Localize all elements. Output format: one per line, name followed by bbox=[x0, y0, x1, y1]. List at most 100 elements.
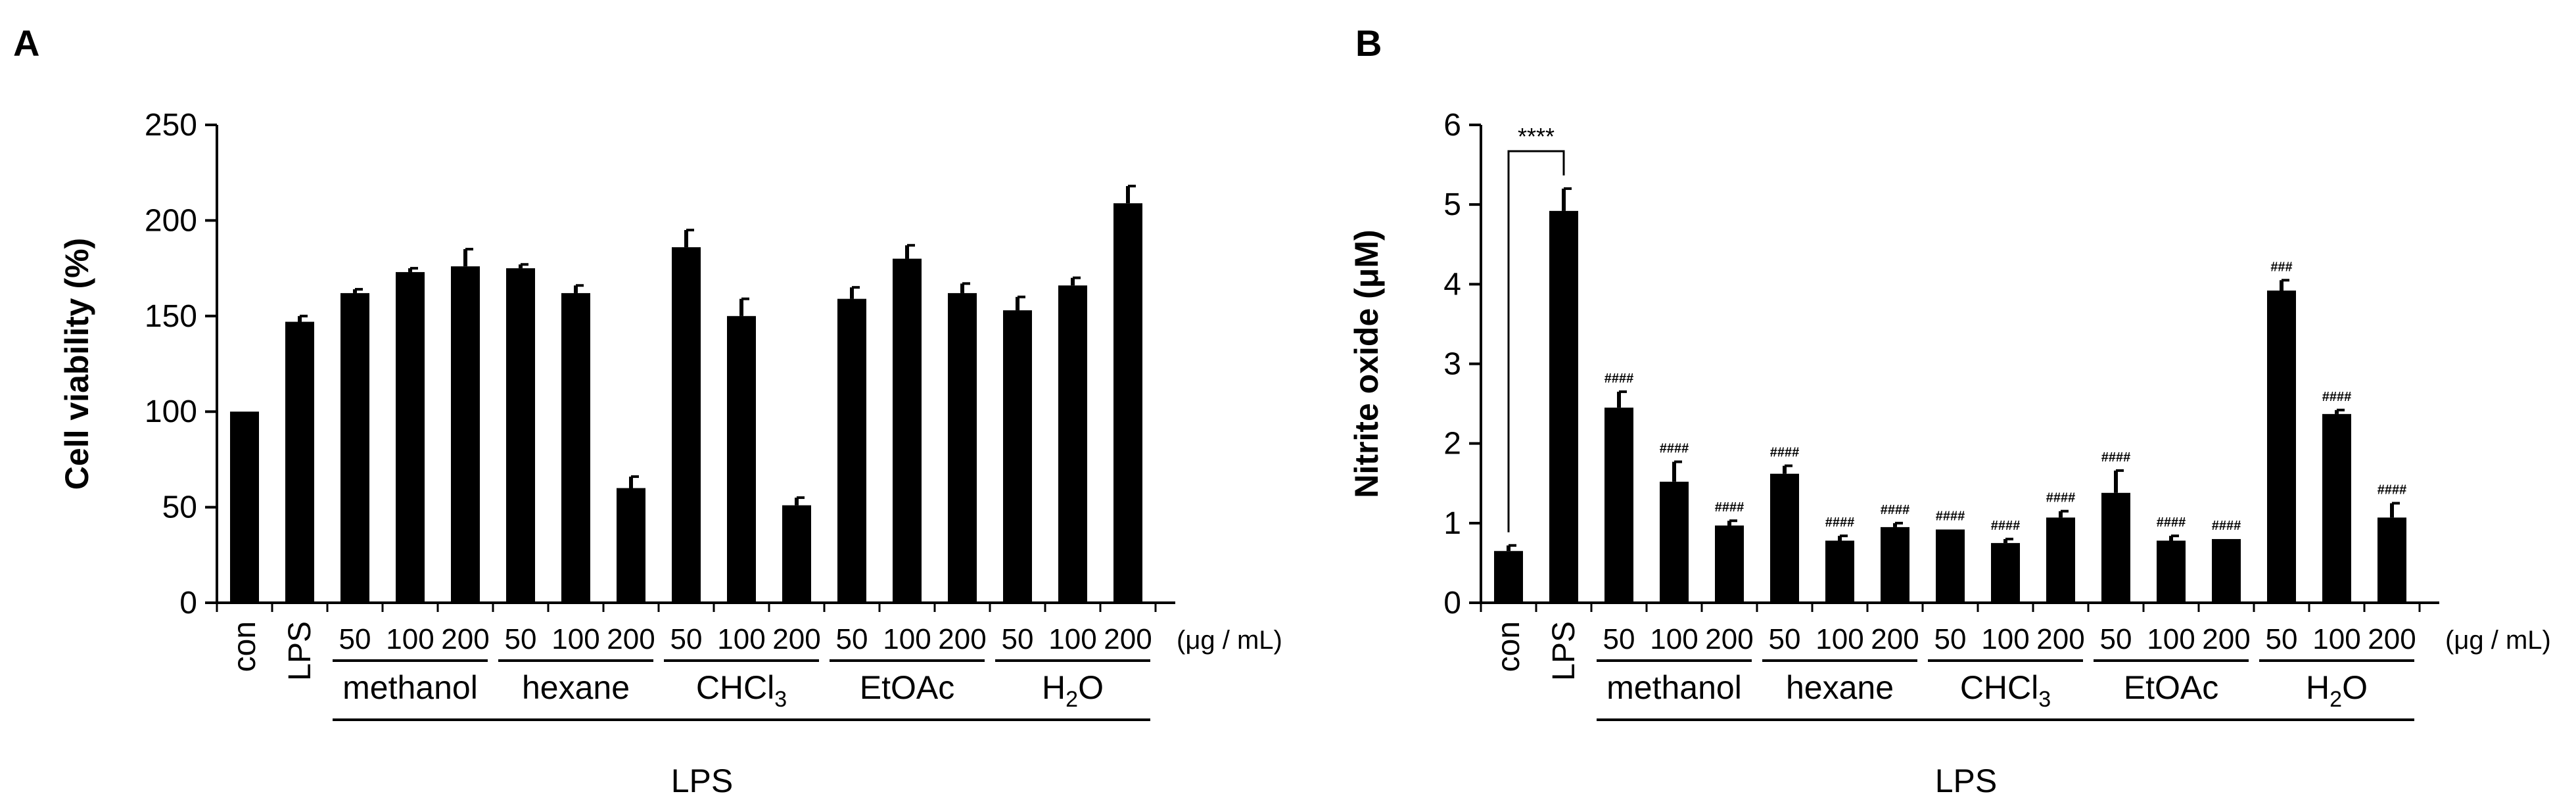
bracket-label: **** bbox=[1518, 123, 1555, 150]
dose-label: 200 bbox=[1871, 623, 1919, 655]
group-label: H2O bbox=[1042, 669, 1104, 712]
bar bbox=[672, 247, 701, 603]
y-tick-label: 1 bbox=[1443, 506, 1461, 541]
significance-mark: #### bbox=[1604, 371, 1634, 386]
significance-mark: #### bbox=[2046, 491, 2076, 505]
bar bbox=[2046, 517, 2075, 603]
significance-mark: #### bbox=[2322, 390, 2352, 404]
bar bbox=[1936, 529, 1965, 603]
group-label: methanol bbox=[342, 669, 478, 706]
group-label-subscript: 3 bbox=[2038, 687, 2051, 712]
dose-label: 50 bbox=[2100, 623, 2132, 655]
group-label-base: H bbox=[1042, 669, 1066, 706]
y-tick-label: 2 bbox=[1443, 427, 1461, 461]
dose-label: 200 bbox=[2368, 623, 2416, 655]
significance-mark: #### bbox=[1715, 500, 1745, 515]
dose-label: 100 bbox=[1048, 623, 1096, 655]
bar bbox=[285, 321, 314, 603]
dose-label: 200 bbox=[607, 623, 655, 655]
dose-label: 100 bbox=[551, 623, 599, 655]
dose-label: 50 bbox=[836, 623, 868, 655]
y-tick-label: 3 bbox=[1443, 347, 1461, 382]
group-label-base: CHCl bbox=[696, 669, 774, 706]
bar bbox=[1660, 481, 1689, 603]
dose-label: 100 bbox=[1815, 623, 1863, 655]
bar bbox=[506, 268, 535, 603]
dose-label: 200 bbox=[1705, 623, 1753, 655]
treatment-label: LPS bbox=[1935, 763, 1998, 798]
bar bbox=[1604, 408, 1633, 603]
dose-label: 100 bbox=[883, 623, 931, 655]
group-label-tail: O bbox=[2342, 669, 2368, 706]
bar bbox=[1113, 203, 1142, 603]
dose-label: 50 bbox=[339, 623, 371, 655]
significance-mark: #### bbox=[1881, 503, 1910, 517]
group-label: hexane bbox=[522, 669, 630, 706]
unit-label: (μg / mL) bbox=[1177, 626, 1282, 655]
dose-label: 50 bbox=[670, 623, 703, 655]
dose-label: 50 bbox=[1769, 623, 1801, 655]
significance-mark: #### bbox=[2101, 450, 2131, 465]
dose-label: 100 bbox=[1650, 623, 1698, 655]
group-label: EtOAc bbox=[2124, 669, 2218, 706]
y-tick-label: 0 bbox=[179, 586, 197, 621]
bar bbox=[1003, 310, 1032, 603]
significance-mark: #### bbox=[1991, 519, 2021, 533]
category-label: LPS bbox=[1547, 621, 1581, 681]
group-label-base: H bbox=[2306, 669, 2330, 706]
group-label: CHCl3 bbox=[696, 669, 787, 712]
y-tick-label: 6 bbox=[1443, 108, 1461, 143]
category-label: LPS bbox=[283, 621, 317, 681]
y-tick-label: 150 bbox=[145, 299, 197, 334]
y-tick-label: 50 bbox=[162, 490, 197, 525]
dose-label: 200 bbox=[2036, 623, 2084, 655]
panel-b: B 0 1 2 3 4 5 6 Nitrite oxide (μM) con LPS #### 50 ##… bbox=[1348, 22, 2551, 798]
dose-label: 200 bbox=[1104, 623, 1152, 655]
group-label-tail: O bbox=[1078, 669, 1104, 706]
dose-label: 100 bbox=[2147, 623, 2195, 655]
group-label: CHCl3 bbox=[1960, 669, 2051, 712]
significance-mark: #### bbox=[2157, 515, 2186, 530]
significance-mark: #### bbox=[1936, 509, 1965, 524]
dose-label: 50 bbox=[1934, 623, 1967, 655]
significance-mark: #### bbox=[2212, 519, 2241, 533]
bar bbox=[1058, 285, 1087, 603]
y-axis-label: Nitrite oxide (μM) bbox=[1348, 229, 1385, 498]
panel-label: B bbox=[1355, 22, 1382, 64]
y-tick-label: 200 bbox=[145, 203, 197, 238]
dose-label: 100 bbox=[717, 623, 765, 655]
dose-label: 100 bbox=[1981, 623, 2029, 655]
y-axis-label: Cell viability (%) bbox=[59, 238, 95, 490]
dose-label: 100 bbox=[386, 623, 434, 655]
dose-label: 50 bbox=[2266, 623, 2298, 655]
group-label: H2O bbox=[2306, 669, 2368, 712]
dose-label: 200 bbox=[938, 623, 986, 655]
category-label: con bbox=[227, 621, 262, 672]
significance-mark: #### bbox=[2377, 483, 2407, 498]
bar bbox=[2212, 539, 2241, 603]
bar bbox=[2322, 413, 2351, 603]
y-tick-label: 100 bbox=[145, 394, 197, 429]
group-label: EtOAc bbox=[860, 669, 954, 706]
bar bbox=[727, 316, 756, 603]
dose-label: 200 bbox=[772, 623, 820, 655]
bar bbox=[1549, 210, 1578, 603]
bar bbox=[2267, 291, 2296, 603]
significance-mark: #### bbox=[1660, 442, 1689, 456]
bar bbox=[396, 271, 425, 603]
group-label-subscript: 2 bbox=[2330, 687, 2342, 712]
dose-label: 200 bbox=[2202, 623, 2250, 655]
bar bbox=[2157, 540, 2186, 603]
dose-label: 100 bbox=[2312, 623, 2360, 655]
bar bbox=[451, 266, 480, 603]
bar bbox=[340, 293, 369, 603]
bar bbox=[2377, 517, 2406, 603]
bar bbox=[1770, 473, 1799, 603]
dose-label: 50 bbox=[505, 623, 537, 655]
y-tick-label: 0 bbox=[1443, 586, 1461, 621]
bar bbox=[782, 505, 811, 603]
bar bbox=[893, 258, 922, 603]
bar bbox=[2101, 492, 2130, 603]
group-label-base: CHCl bbox=[1960, 669, 2038, 706]
